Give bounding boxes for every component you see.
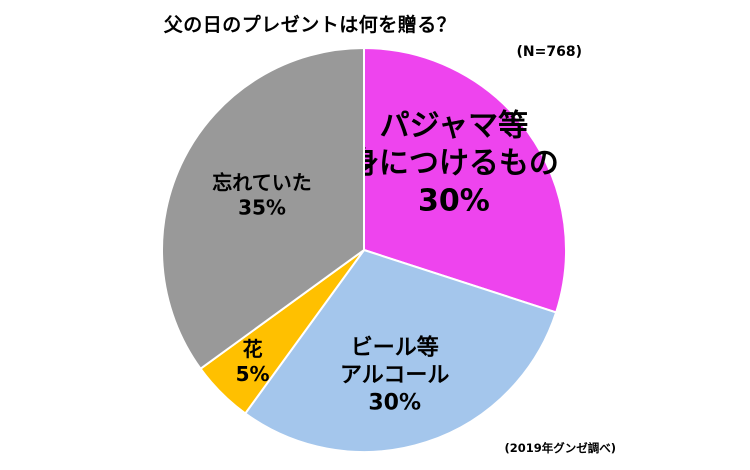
slice-label-line: アルコール bbox=[340, 363, 449, 388]
slice-label-line: 忘れていた bbox=[212, 170, 311, 194]
slice-label-line: 5% bbox=[236, 362, 270, 386]
pie-slice-3 bbox=[161, 46, 365, 371]
slice-label-line: 30% bbox=[418, 184, 490, 219]
slice-label-line: パジャマ等 bbox=[380, 109, 529, 144]
pie-slice-0 bbox=[363, 46, 567, 314]
slice-label-line: 35% bbox=[238, 195, 286, 219]
pie-slice-1 bbox=[243, 248, 558, 453]
sample-size: (N=768) bbox=[516, 44, 582, 60]
slice-label-line: 花 bbox=[243, 337, 263, 361]
slice-label-2: 花5% bbox=[236, 337, 270, 386]
slice-label-line: 30% bbox=[368, 390, 421, 415]
slice-label-line: 身につけるもの bbox=[349, 146, 559, 181]
source-note: (2019年グンゼ調べ) bbox=[504, 441, 616, 455]
chart-title: 父の日のプレゼントは何を贈る？ bbox=[163, 14, 457, 36]
slice-label-line: ビール等 bbox=[351, 334, 439, 360]
